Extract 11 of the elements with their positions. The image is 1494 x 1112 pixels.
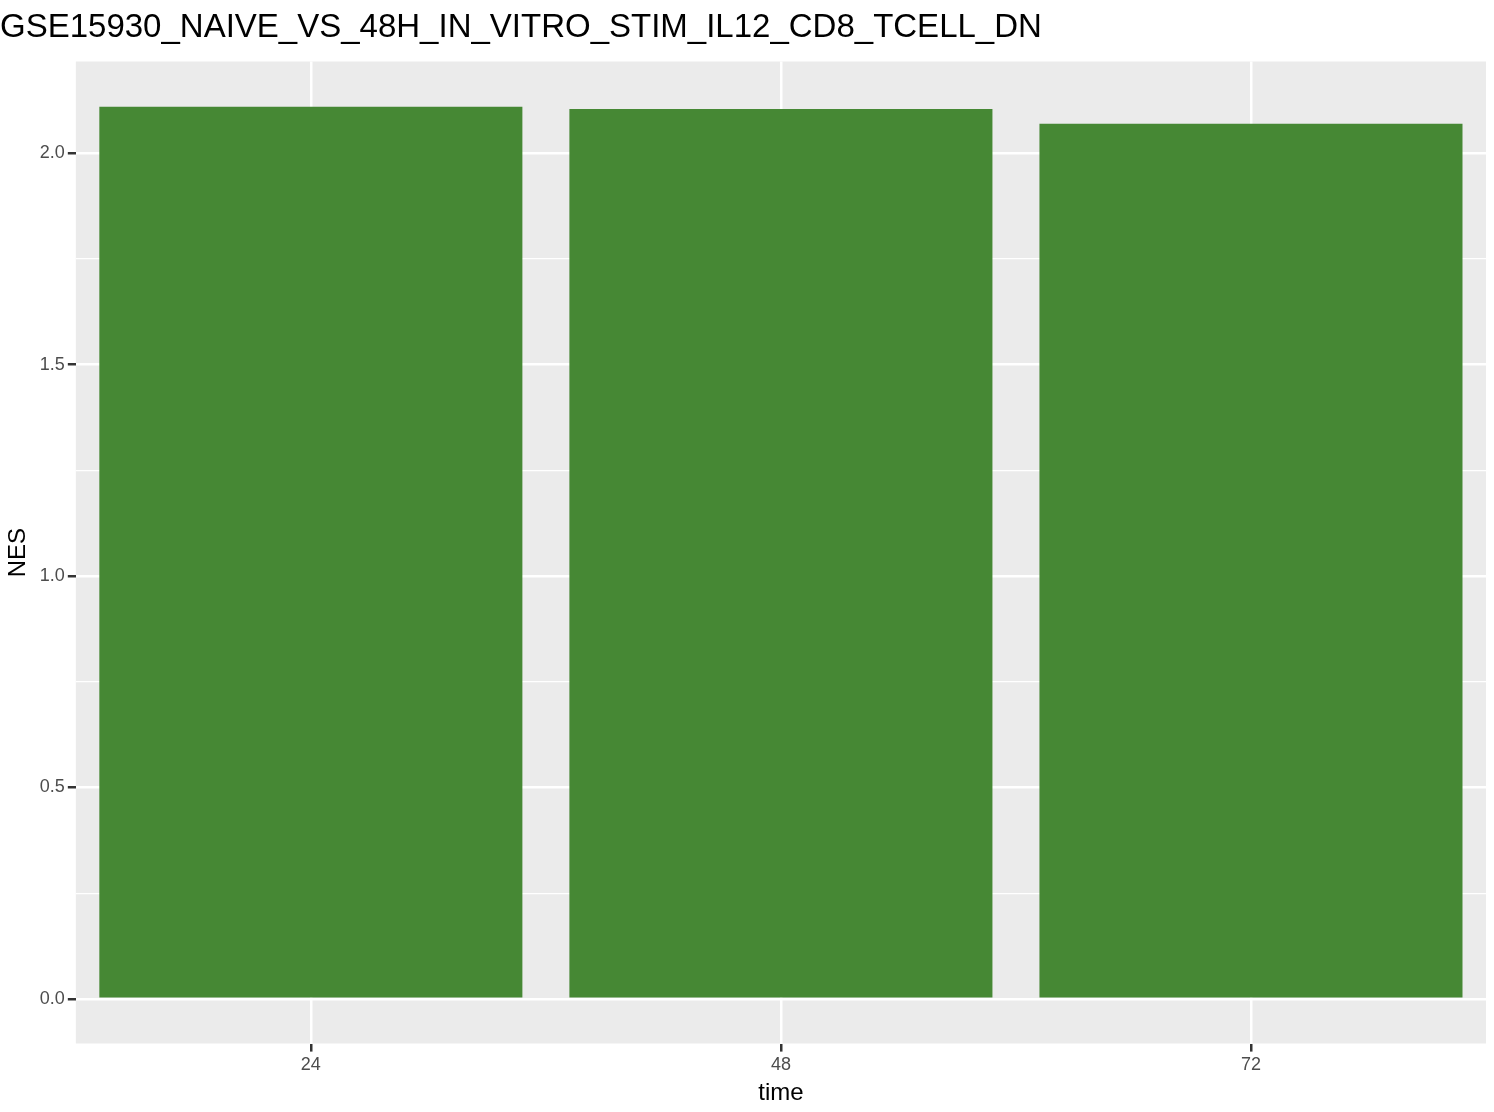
y-tick-label: 1.5 bbox=[39, 353, 65, 374]
x-tick-label: 48 bbox=[770, 1054, 791, 1075]
x-tick-label: 72 bbox=[1240, 1054, 1261, 1075]
y-tick-label: 0.0 bbox=[39, 987, 65, 1008]
y-tick-label: 1.0 bbox=[39, 565, 65, 586]
x-tick-label: 24 bbox=[300, 1054, 321, 1075]
chart-title: GSE15930_NAIVE_VS_48H_IN_VITRO_STIM_IL12_CD8_TCELL_DN bbox=[0, 6, 1042, 44]
y-axis-title: NES bbox=[3, 527, 31, 578]
y-tick-label: 2.0 bbox=[39, 142, 65, 163]
y-tick-label: 0.5 bbox=[39, 776, 65, 797]
x-axis-title: time bbox=[758, 1078, 804, 1106]
